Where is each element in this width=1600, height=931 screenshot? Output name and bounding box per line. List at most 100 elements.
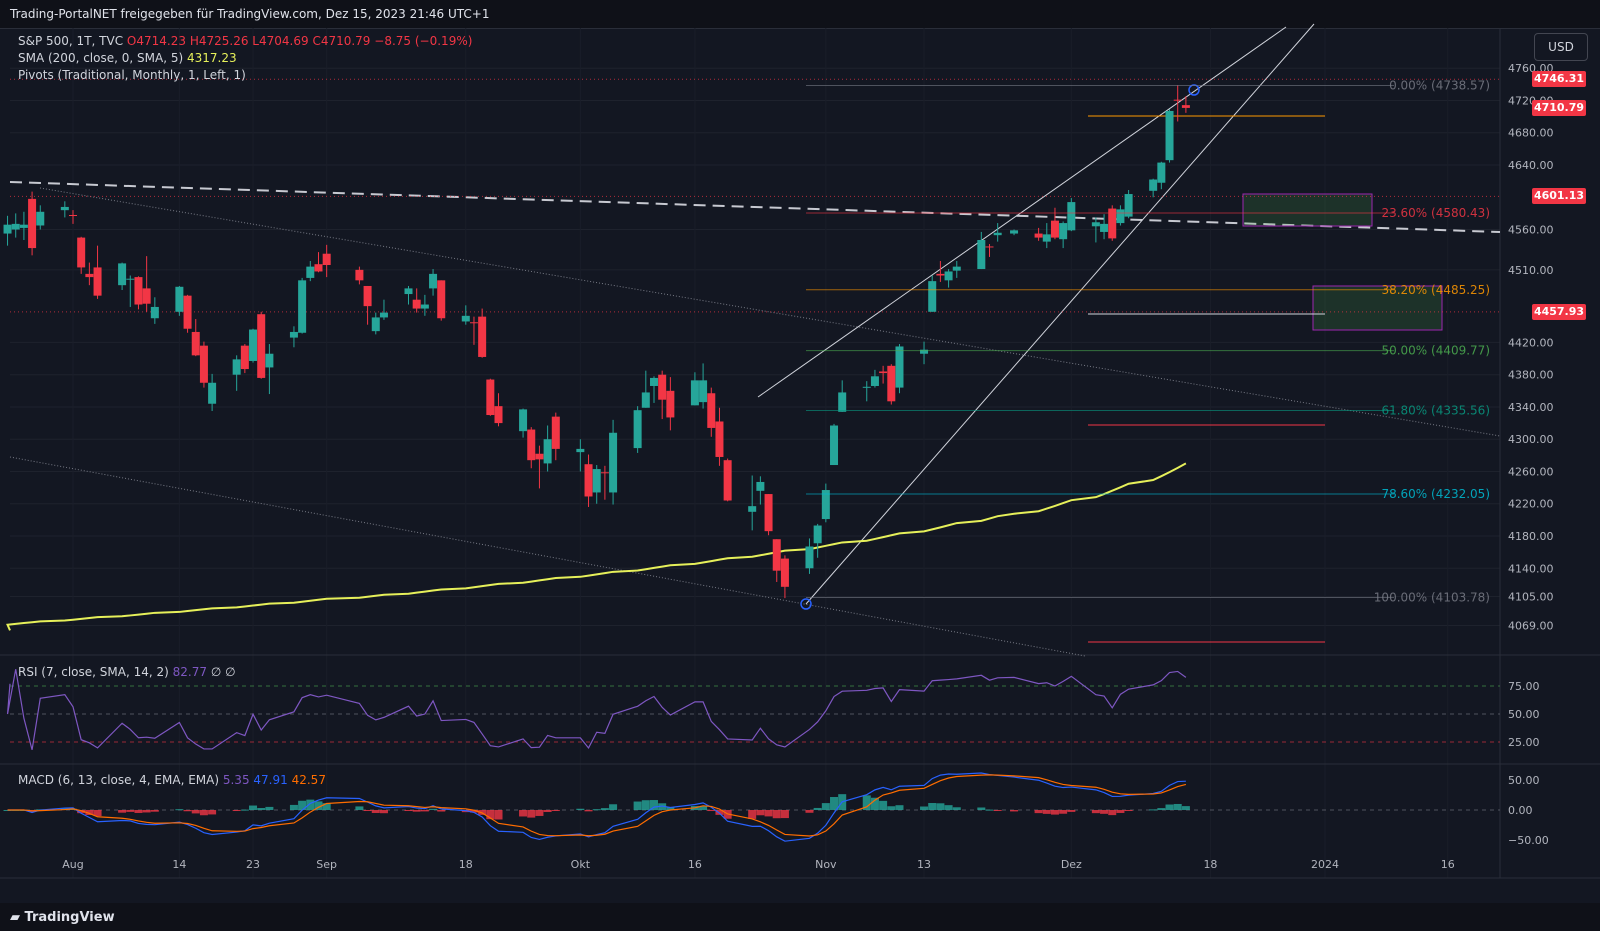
candle-body [1173,99,1182,101]
candle [208,373,217,411]
macd-histogram-bar [609,804,618,810]
macd-histogram-bar [486,810,495,820]
macd-histogram-bar [1124,810,1133,811]
macd-histogram-bar [363,810,372,811]
macd-histogram-bar [420,810,429,812]
candle [1173,85,1182,122]
candle [1157,161,1166,190]
legend-macd-row[interactable]: MACD (6, 13, close, 4, EMA, EMA) 5.35 47… [18,773,326,787]
candle-body [805,546,814,569]
candle-body [175,286,184,312]
legend-pivots-row[interactable]: Pivots (Traditional, Monthly, 1, Left, 1… [18,68,246,82]
candle-body [249,329,258,361]
macd-histogram-bar [870,797,879,810]
candle [600,465,609,500]
candle [543,425,552,472]
candle-body [36,211,45,226]
candle-body [658,374,667,400]
candle [36,205,45,230]
macd-histogram-bar [772,810,781,819]
price-axis: 4760.004720.004680.004640.004560.004510.… [1508,62,1554,632]
macd-histogram-bar [183,810,192,812]
legend-sma-row[interactable]: SMA (200, close, 0, SMA, 5) 4317.23 [18,51,237,65]
candle [240,344,249,374]
candle-body [355,269,364,281]
rsi-extra: ∅ ∅ [210,665,236,679]
candle-body [1091,222,1100,227]
macd-histogram-bar [1181,806,1190,810]
macd-tick-label: 50.00 [1508,774,1540,787]
candle [1149,178,1158,198]
candle-body [633,410,642,449]
macd-histogram-bar [551,810,560,811]
candle [486,378,495,416]
macd-histogram-bar [306,799,315,810]
candle-body [985,246,994,248]
macd-histogram-bar [404,810,413,811]
candle-body [150,306,159,319]
price-tick-label: 4300.00 [1508,433,1554,446]
candle [870,369,879,388]
anchor-point-low [800,598,812,610]
macd-histogram-bar [985,809,994,811]
macd-histogram-bar [887,806,896,810]
legend-symbol-row[interactable]: S&P 500, 1T, TVC O4714.23 H4725.26 L4704… [18,34,472,48]
price-badge: 4457.93 [1532,303,1586,320]
candle [666,377,675,431]
candle [723,458,732,502]
macd-histogram-bar [764,810,773,817]
candle-body [862,386,871,388]
candle [527,427,536,469]
candle-body [199,345,208,383]
candle-body [469,322,478,324]
candle-body [1149,179,1158,191]
candle [1181,96,1190,113]
candle-body [748,506,757,512]
currency-button[interactable]: USD [1534,33,1588,61]
candle-body [576,448,585,453]
macd-histogram-bar [600,808,609,810]
macd-histogram-bar [314,801,323,810]
macd-histogram-bar [879,800,888,810]
price-tick-label: 4420.00 [1508,336,1554,349]
time-axis: Aug 14 23 Sep 18 Okt 16 Nov 13 Dez 18 2024 16 [62,858,1454,871]
candle-body [232,359,241,375]
macd-histogram-bar [199,810,208,816]
macd-histogram-bar [77,810,86,814]
macd-histogram-bar [519,810,528,817]
candle-body [641,392,650,408]
ohlc-low: L4704.69 [252,34,309,48]
candle [977,231,986,270]
candle [298,277,307,334]
candle [633,406,642,453]
candle [1010,229,1019,236]
candle [609,419,618,505]
candle-body [126,278,135,280]
candle-body [11,223,20,230]
macd-histogram-bar [232,810,241,811]
macd-histogram-bar [1165,804,1174,810]
candle-body [437,280,446,319]
macd-histogram-bar [355,806,364,810]
time-tick-label: 18 [1203,858,1217,871]
candle [134,276,143,310]
candle [314,252,323,273]
candle [249,328,258,363]
macd-histogram-bar [977,807,986,810]
macd-tick-label: 0.00 [1508,804,1533,817]
candle-body [1100,223,1109,232]
candle [879,365,888,384]
legend-rsi-row[interactable]: RSI (7, close, SMA, 14, 2) 82.77 ∅ ∅ [18,665,236,679]
candle-body [1067,202,1076,231]
candle [715,407,724,466]
fib-level-label: 78.60% (4232.05) [1381,487,1490,501]
macd-histogram-bar [944,805,953,810]
candle [19,211,28,241]
candle-body [257,314,266,378]
candle-body [289,331,298,338]
macd-line-value: 47.91 [253,773,288,787]
candle [322,244,331,278]
candle-body [1042,234,1051,242]
tradingview-logo-text: TradingView [24,910,115,925]
